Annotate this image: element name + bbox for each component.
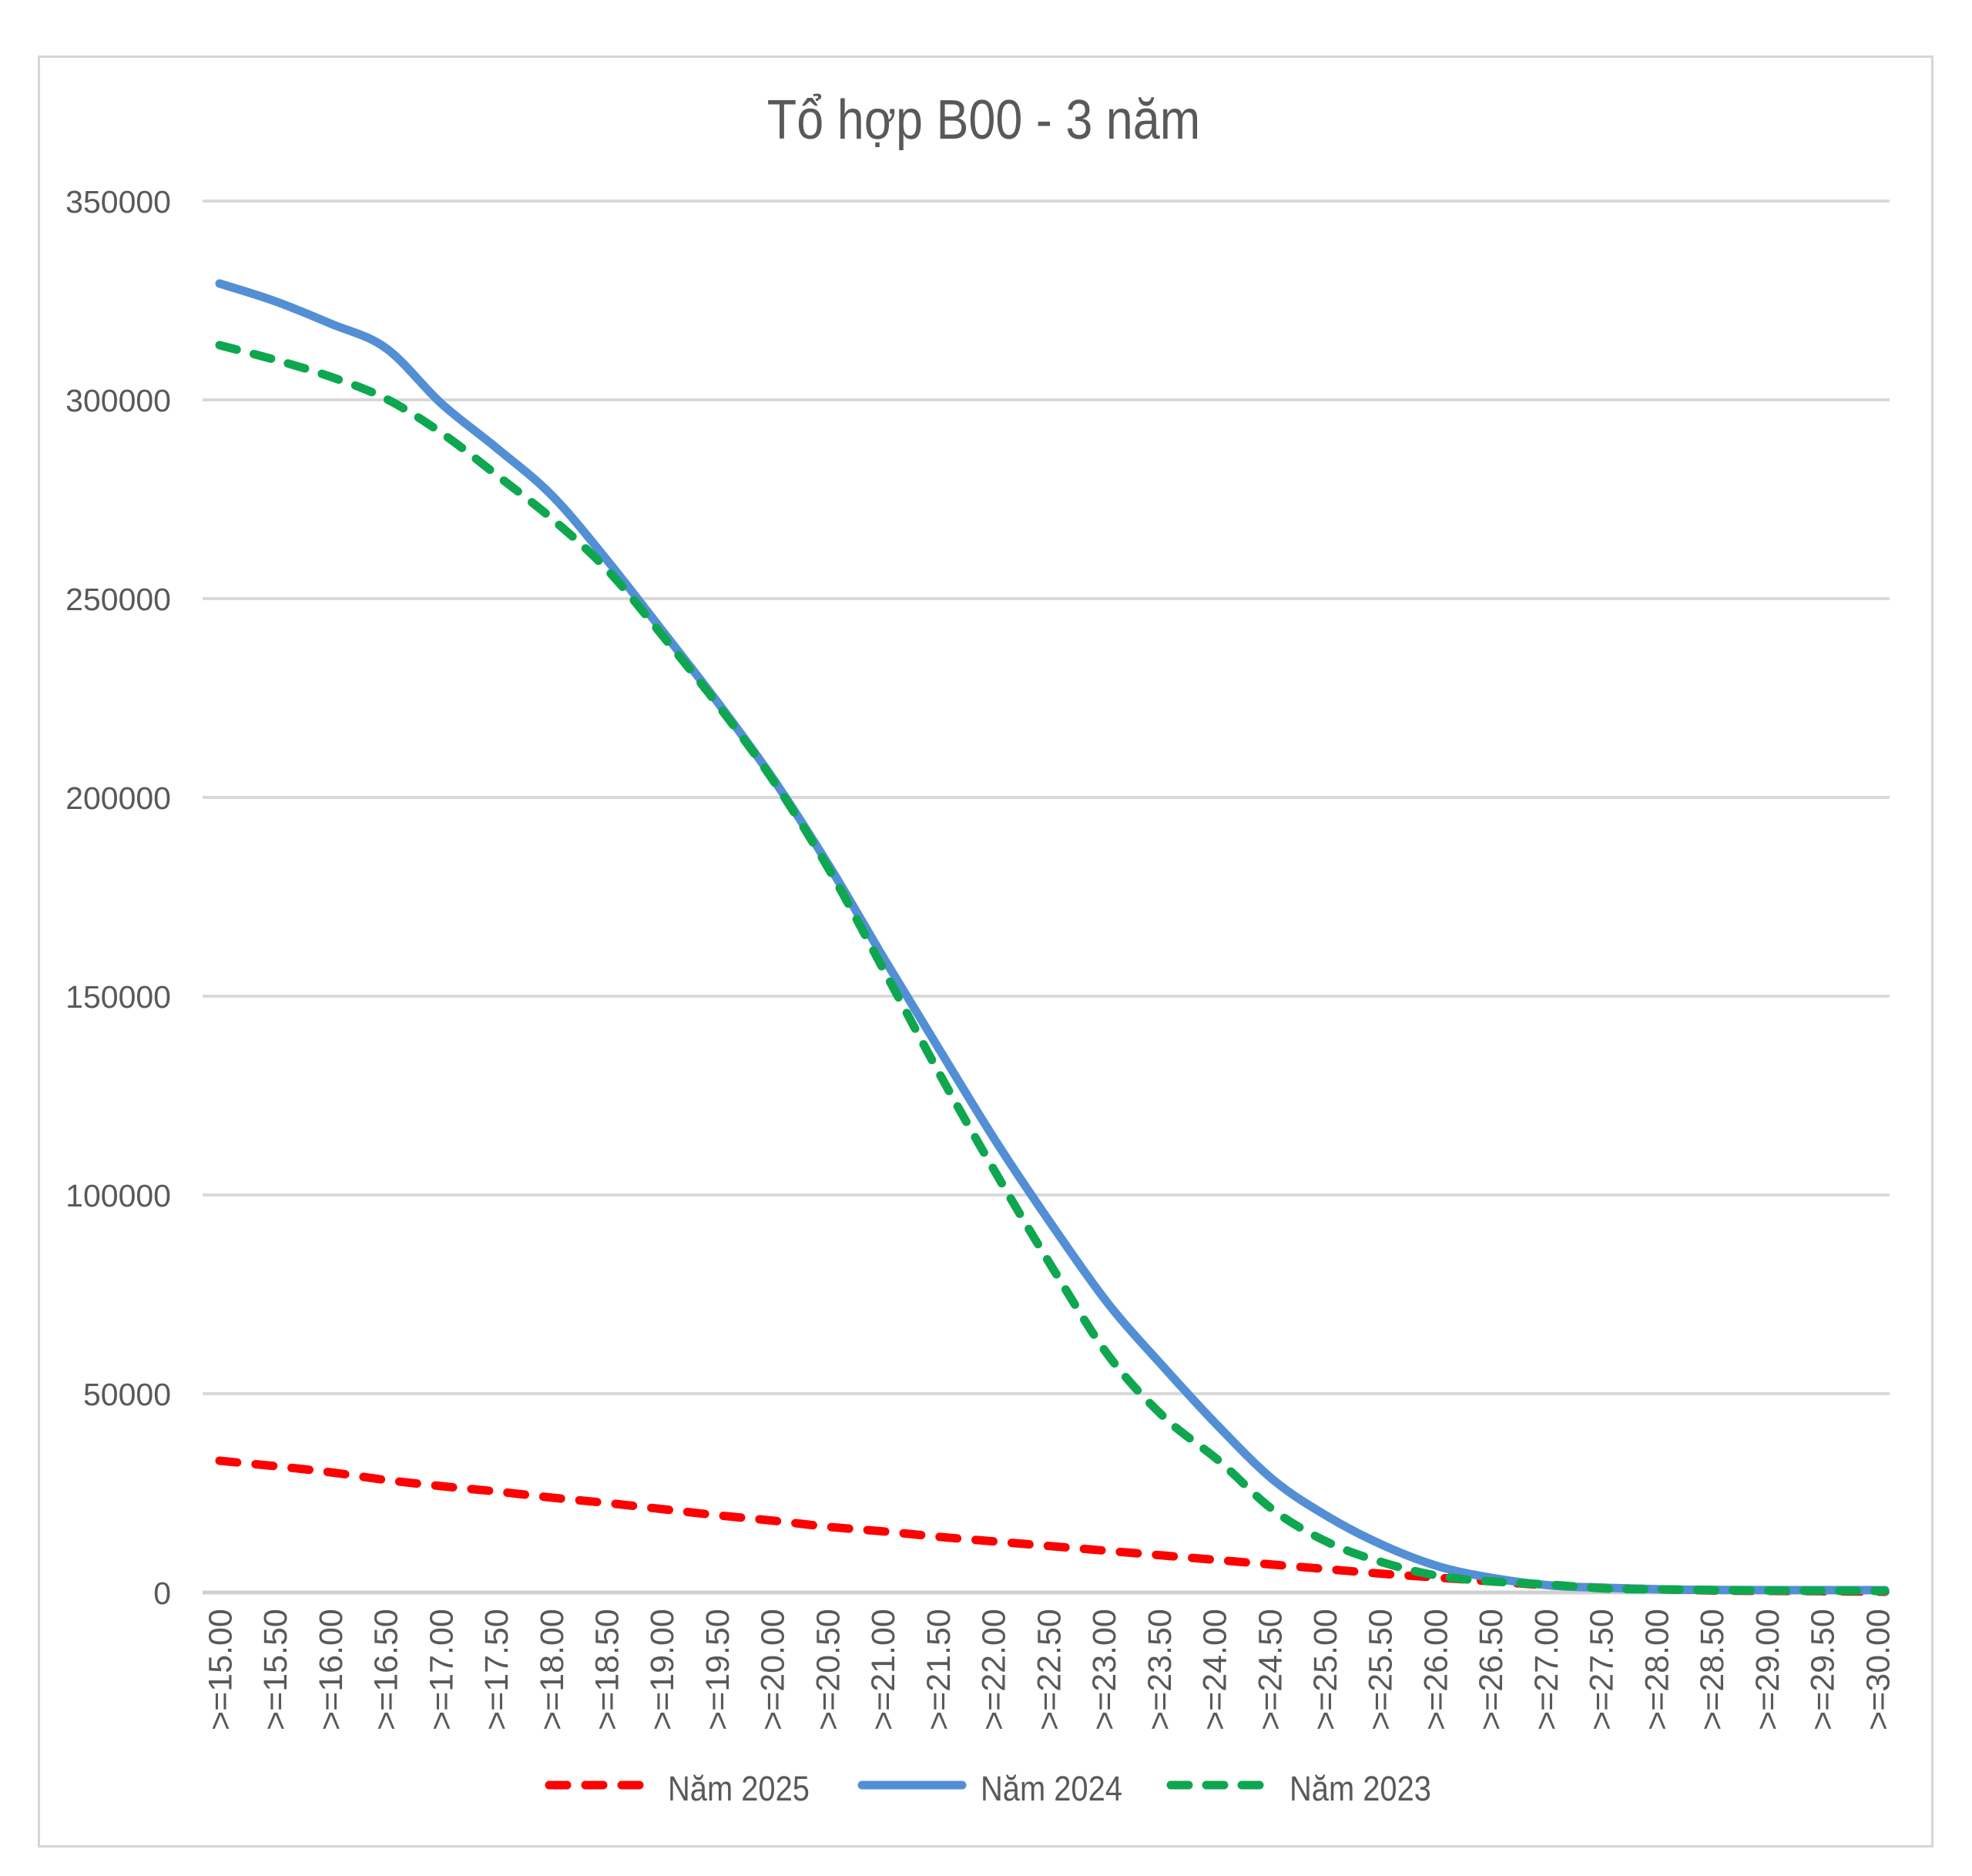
svg-text:>=29.00: >=29.00 — [1749, 1609, 1786, 1730]
svg-text:150000: 150000 — [65, 979, 171, 1015]
svg-text:>=15.00: >=15.00 — [202, 1609, 239, 1730]
svg-text:Tổ hợp B00 - 3 năm: Tổ hợp B00 - 3 năm — [767, 89, 1200, 151]
svg-text:>=22.50: >=22.50 — [1031, 1609, 1068, 1730]
svg-text:300000: 300000 — [65, 383, 171, 418]
svg-text:>=22.00: >=22.00 — [976, 1609, 1013, 1730]
svg-text:>=24.00: >=24.00 — [1197, 1609, 1234, 1730]
svg-text:0: 0 — [153, 1576, 171, 1611]
svg-text:Năm 2025: Năm 2025 — [668, 1770, 810, 1809]
svg-text:>=29.50: >=29.50 — [1805, 1609, 1842, 1730]
svg-text:>=27.00: >=27.00 — [1528, 1609, 1565, 1730]
svg-text:>=30.00: >=30.00 — [1860, 1609, 1897, 1730]
svg-text:Năm 2023: Năm 2023 — [1290, 1770, 1431, 1809]
svg-text:>=23.00: >=23.00 — [1086, 1609, 1123, 1730]
svg-text:>=18.50: >=18.50 — [589, 1609, 626, 1730]
svg-text:>=25.50: >=25.50 — [1363, 1609, 1400, 1730]
svg-text:>=17.50: >=17.50 — [478, 1609, 515, 1730]
svg-text:>=26.00: >=26.00 — [1418, 1609, 1455, 1730]
svg-text:Năm 2024: Năm 2024 — [981, 1770, 1122, 1809]
svg-text:200000: 200000 — [65, 780, 171, 816]
svg-text:350000: 350000 — [65, 184, 171, 220]
svg-text:>=17.00: >=17.00 — [423, 1609, 460, 1730]
svg-text:>=25.00: >=25.00 — [1307, 1609, 1344, 1730]
svg-text:>=20.00: >=20.00 — [755, 1609, 792, 1730]
svg-text:>=21.00: >=21.00 — [865, 1609, 902, 1730]
svg-text:>=27.50: >=27.50 — [1584, 1609, 1621, 1730]
svg-text:>=24.50: >=24.50 — [1252, 1609, 1289, 1730]
svg-text:>=21.50: >=21.50 — [921, 1609, 957, 1730]
svg-text:>=16.50: >=16.50 — [368, 1609, 405, 1730]
svg-text:>=19.00: >=19.00 — [644, 1609, 681, 1730]
svg-text:>=28.00: >=28.00 — [1638, 1609, 1675, 1730]
svg-text:>=20.50: >=20.50 — [810, 1609, 847, 1730]
svg-text:>=15.50: >=15.50 — [257, 1609, 294, 1730]
svg-text:>=16.00: >=16.00 — [313, 1609, 350, 1730]
svg-text:50000: 50000 — [83, 1377, 171, 1412]
svg-text:>=18.00: >=18.00 — [534, 1609, 571, 1730]
svg-text:>=26.50: >=26.50 — [1473, 1609, 1510, 1730]
svg-text:>=23.50: >=23.50 — [1142, 1609, 1179, 1730]
svg-text:250000: 250000 — [65, 582, 171, 617]
svg-text:>=28.50: >=28.50 — [1694, 1609, 1731, 1730]
svg-text:>=19.50: >=19.50 — [699, 1609, 736, 1730]
svg-text:100000: 100000 — [65, 1178, 171, 1213]
